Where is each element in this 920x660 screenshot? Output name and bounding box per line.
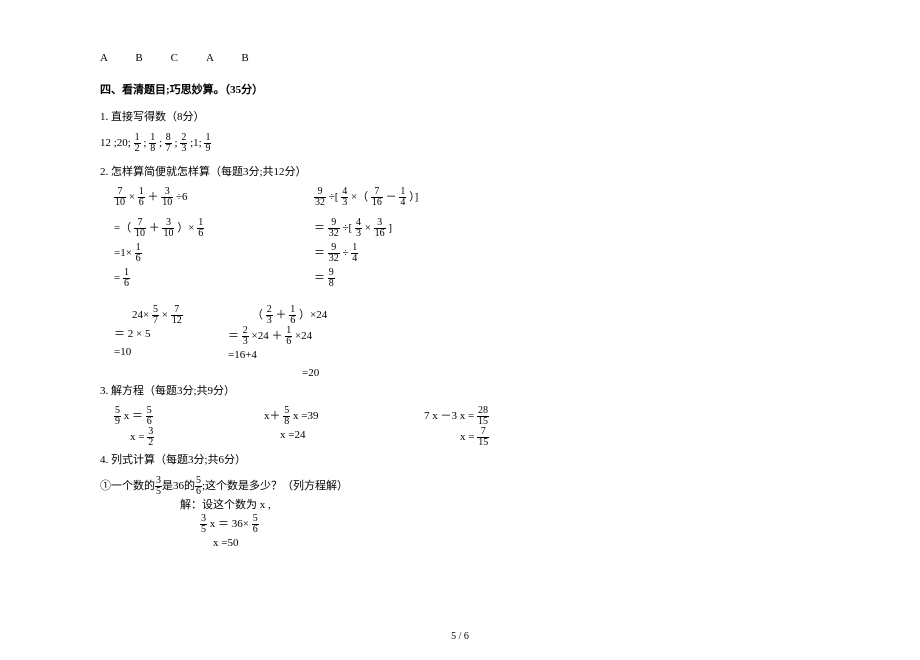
q3-title: 3. 解方程（每题3分;共9分） (100, 383, 820, 401)
q1-f1: 12 (134, 133, 141, 154)
q2d: （ 23 ＋ 16 ）×24 ＝ 23 ×24 ＋ 16 ×24 =16+4 =… (252, 305, 412, 382)
q2-row2: 24× 57 × 712 ＝ 2 × 5 =10 （ 23 ＋ 16 ）×24 … (100, 305, 820, 382)
q3b: x＋ 58 x =39 x =24 (264, 406, 424, 448)
q2-title: 2. 怎样算简便就怎样算（每题3分;共12分） (100, 164, 820, 182)
answers-row: A B C A B (100, 50, 820, 68)
q2b: 932 ÷[ 43 ×（ 716 － 14 ）] ＝ 932 ÷[ 43 × 3… (314, 187, 514, 289)
q1-title: 1. 直接写得数（8分） (100, 109, 820, 127)
q3a: 59 x ＝ 56 x = 32 (114, 406, 264, 448)
q1-s4: ;1; (190, 137, 202, 149)
section-4-title: 四、看清题目;巧思妙算。（35分） (100, 82, 820, 100)
q4-stem: ①一个数的35是36的56;这个数是多少？（列方程解） (100, 476, 820, 497)
q1-answers: 12 ;20; 12 ; 18 ; 87 ; 23 ;1; 19 (100, 133, 820, 154)
q4-eq: 35 x ＝ 36× 56 (200, 514, 820, 535)
q2a: 710 × 16 ＋ 310 ÷6 =（ 710 ＋ 310 ）× 16 =1×… (114, 187, 314, 289)
q1-f4: 23 (180, 133, 187, 154)
q4-sol-label: 解：设这个数为 x , (180, 497, 820, 515)
q3c: 7 x －3 x = 2815 x = 715 (424, 406, 574, 448)
q4-title: 4. 列式计算（每题3分;共6分） (100, 452, 820, 470)
page-number: 5 / 6 (0, 631, 920, 642)
q1-f5: 19 (204, 133, 211, 154)
q3-row: 59 x ＝ 56 x = 32 x＋ 58 x =39 x =24 7 x －… (100, 406, 820, 448)
q1-f3: 87 (165, 133, 172, 154)
q2-row1: 710 × 16 ＋ 310 ÷6 =（ 710 ＋ 310 ）× 16 =1×… (100, 187, 820, 289)
q4-ans: x =50 (213, 535, 820, 553)
q1-v2: ;20; (114, 137, 131, 149)
q1-v1: 12 (100, 137, 111, 149)
q1-f2: 18 (149, 133, 156, 154)
document-page: A B C A B 四、看清题目;巧思妙算。（35分） 1. 直接写得数（8分）… (0, 0, 920, 573)
